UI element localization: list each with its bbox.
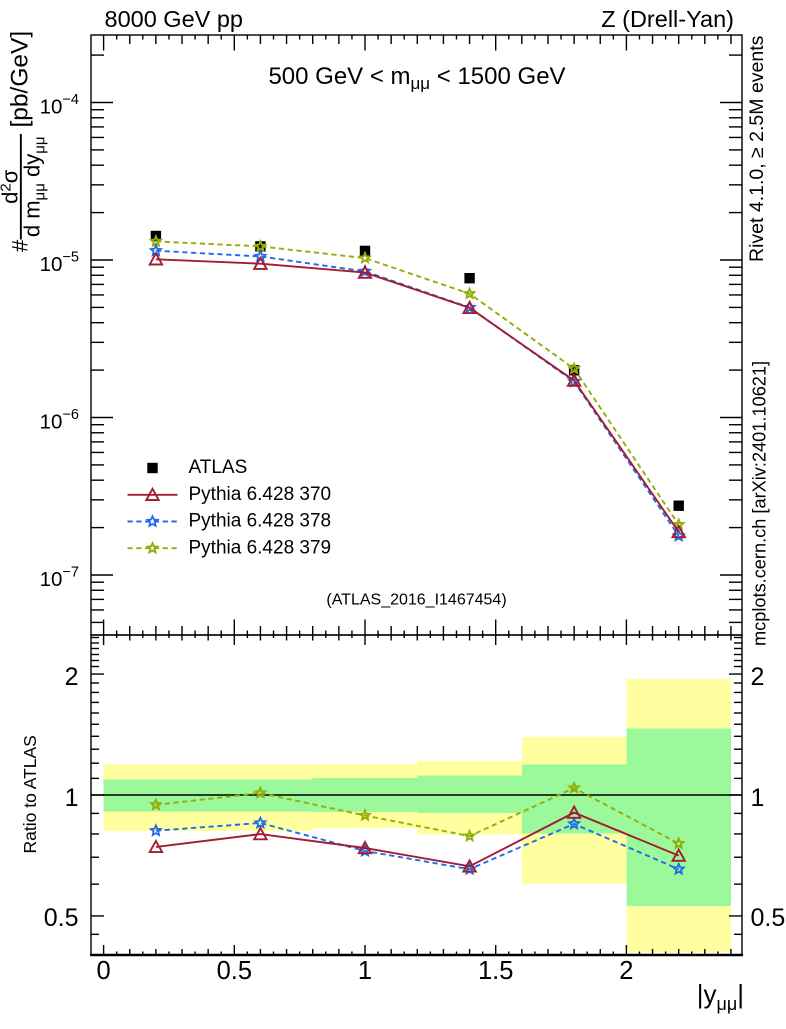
- svg-text:0.5: 0.5: [44, 904, 79, 932]
- svg-text:10−6: 10−6: [40, 407, 79, 434]
- svg-text:ATLAS: ATLAS: [189, 457, 248, 478]
- svg-text:1.5: 1.5: [478, 957, 513, 985]
- svg-text:2: 2: [619, 957, 633, 985]
- svg-text:1: 1: [751, 784, 765, 812]
- svg-text:8000 GeV pp: 8000 GeV pp: [105, 6, 244, 32]
- svg-text:(ATLAS_2016_I1467454): (ATLAS_2016_I1467454): [326, 592, 506, 609]
- svg-text:0.5: 0.5: [217, 957, 252, 985]
- svg-text:Pythia 6.428 379: Pythia 6.428 379: [189, 537, 332, 558]
- svg-text:mcplots.cern.ch [arXiv:2401.10: mcplots.cern.ch [arXiv:2401.10621]: [750, 361, 770, 646]
- svg-text:2: 2: [751, 663, 765, 691]
- svg-text:0.5: 0.5: [751, 904, 786, 932]
- svg-text:1: 1: [358, 957, 372, 985]
- svg-text:d2σ: d2σ: [0, 169, 23, 204]
- svg-text:Z (Drell-Yan): Z (Drell-Yan): [601, 6, 734, 32]
- svg-text:Ratio to ATLAS: Ratio to ATLAS: [20, 735, 40, 853]
- svg-text:0: 0: [97, 957, 111, 985]
- svg-text:Pythia 6.428 378: Pythia 6.428 378: [189, 511, 332, 532]
- svg-text:2: 2: [65, 663, 79, 691]
- svg-text:10−5: 10−5: [40, 250, 79, 277]
- svg-text:Rivet 4.1.0, ≥ 2.5M events: Rivet 4.1.0, ≥ 2.5M events: [746, 35, 768, 262]
- svg-text:500 GeV < mμμ < 1500 GeV: 500 GeV < mμμ < 1500 GeV: [268, 63, 565, 93]
- svg-text:[pb/GeV]: [pb/GeV]: [7, 31, 34, 128]
- svg-text:#: #: [8, 239, 33, 252]
- svg-text:1: 1: [65, 784, 79, 812]
- svg-text:Pythia 6.428 370: Pythia 6.428 370: [189, 484, 332, 505]
